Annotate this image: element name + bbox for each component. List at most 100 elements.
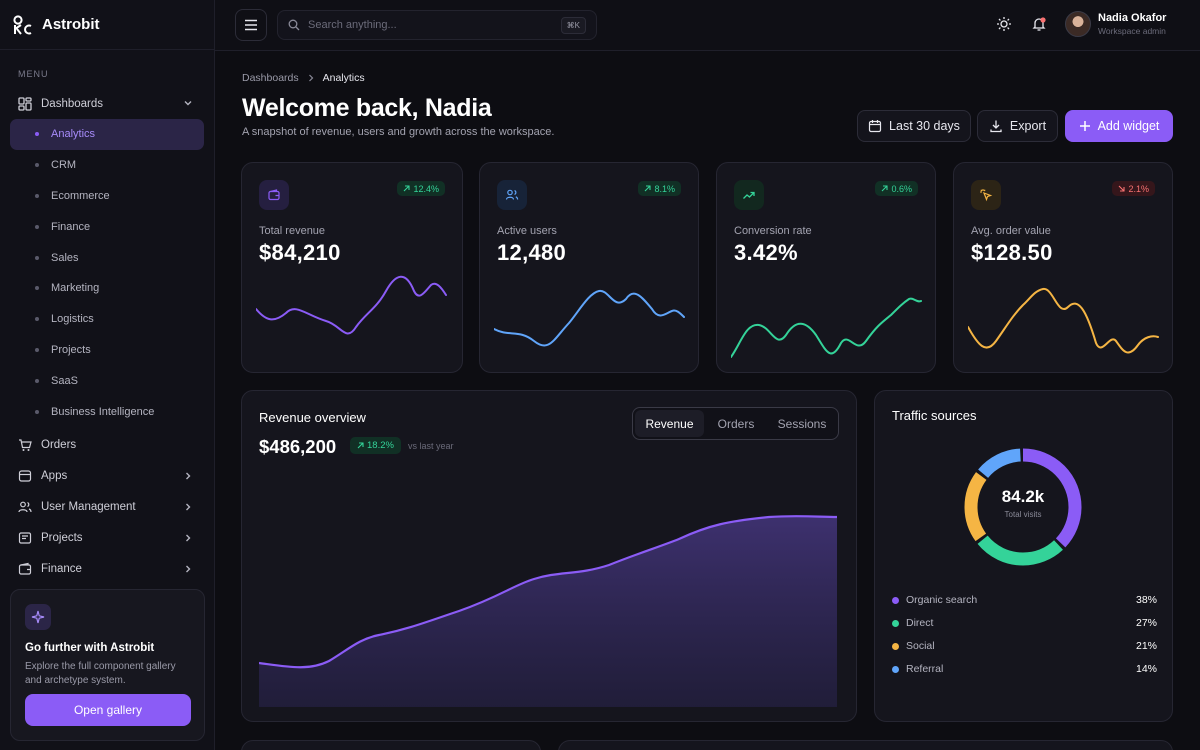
theme-toggle-sun-icon[interactable] — [995, 15, 1013, 33]
brand-name: Astrobit — [42, 16, 100, 33]
plus-icon — [1079, 121, 1090, 131]
kpi-change: 0.6% — [891, 183, 912, 194]
sidebar-subitem-sales[interactable]: Sales — [10, 242, 204, 273]
bullet-dot-icon — [35, 378, 39, 383]
sidebar-subitem-business-intelligence[interactable]: Business Intelligence — [10, 396, 204, 427]
bullet-dot-icon — [35, 317, 39, 322]
promo-title: Go further with Astrobit — [25, 642, 155, 654]
avatar — [1065, 11, 1091, 37]
kpi-change: 2.1% — [1128, 183, 1149, 194]
revenue-change: 18.2% — [367, 440, 394, 451]
kpi-value: $128.50 — [971, 240, 1053, 265]
topbar: ⌘K Nadia Okafor Workspace admin — [215, 0, 1200, 51]
sidebar-item-finance[interactable]: Finance — [0, 554, 214, 585]
bullet-dot-icon — [35, 163, 39, 168]
search-input[interactable] — [308, 19, 548, 31]
kpi-label: Conversion rate — [734, 225, 812, 237]
add-widget-label: Add widget — [1097, 119, 1160, 133]
sidebar-nav: Orders Apps User Management Projects Finance — [0, 430, 214, 585]
legend-dot-icon — [892, 642, 899, 650]
add-widget-button[interactable]: Add widget — [1065, 110, 1173, 142]
breadcrumb-analytics: Analytics — [322, 72, 365, 84]
legend-percent: 38% — [1135, 594, 1157, 606]
users-icon — [18, 500, 32, 514]
tab-orders[interactable]: Orders — [717, 416, 755, 431]
open-gallery-button[interactable]: Open gallery — [25, 694, 191, 726]
kpi-change-badge: 8.1% — [638, 181, 681, 196]
sidebar-item-projects[interactable]: Projects — [0, 523, 214, 554]
breadcrumb-dashboards[interactable]: Dashboards — [242, 72, 299, 84]
user-menu[interactable]: Nadia Okafor Workspace admin — [1065, 11, 1166, 37]
sparkle-icon — [25, 604, 51, 630]
tab-sessions[interactable]: Sessions — [777, 416, 827, 431]
legend-label: Organic search — [906, 594, 978, 606]
chevron-right-icon — [182, 563, 194, 575]
tab-revenue[interactable]: Revenue — [635, 410, 704, 437]
chevron-right-icon — [308, 74, 313, 82]
sidebar-subitem-crm[interactable]: CRM — [10, 150, 204, 181]
kpi-sparkline — [256, 275, 447, 335]
download-icon — [990, 120, 1002, 133]
sidebar-subitem-analytics[interactable]: Analytics — [10, 119, 204, 150]
legend-label: Referral — [906, 663, 944, 675]
brand[interactable]: Astrobit — [0, 0, 214, 50]
users-icon — [497, 180, 527, 210]
user-role: Workspace admin — [1098, 26, 1166, 36]
sidebar-item-orders[interactable]: Orders — [0, 430, 214, 461]
bullet-dot-icon — [35, 409, 39, 414]
legend-label: Direct — [906, 617, 934, 629]
sidebar-subitem-label: Sales — [51, 251, 79, 264]
date-range-button[interactable]: Last 30 days — [857, 110, 971, 142]
sidebar-subitem-marketing[interactable]: Marketing — [10, 273, 204, 304]
kpi-value: 3.42% — [734, 240, 798, 265]
user-name: Nadia Okafor — [1098, 12, 1167, 24]
chevron-right-icon — [182, 470, 194, 482]
sidebar-subitem-logistics[interactable]: Logistics — [10, 304, 204, 335]
revenue-vs-label: vs last year — [408, 441, 454, 451]
kpi-change: 12.4% — [413, 183, 439, 194]
menu-toggle-button[interactable] — [235, 9, 267, 41]
legend-dot-icon — [892, 665, 899, 673]
sidebar-subitem-ecommerce[interactable]: Ecommerce — [10, 181, 204, 212]
bullet-dot-icon — [35, 255, 39, 260]
kpi-change: 8.1% — [654, 183, 675, 194]
kpi-change-badge: 0.6% — [875, 181, 918, 196]
chevron-right-icon — [182, 501, 194, 513]
traffic-donut-chart — [964, 448, 1082, 566]
menu-label: MENU — [18, 69, 49, 79]
promo-card: Go further with Astrobit Explore the ful… — [10, 589, 205, 741]
export-label: Export — [1009, 119, 1047, 133]
arrow-up-right-icon — [404, 185, 411, 192]
sidebar-subitem-saas[interactable]: SaaS — [10, 365, 204, 396]
sidebar: Astrobit MENU Dashboards Analytics CRM Eco… — [0, 0, 215, 750]
cursor-click-icon — [971, 180, 1001, 210]
bullet-dot-icon — [35, 347, 39, 352]
bullet-dot-icon — [35, 286, 39, 291]
sidebar-item-label: Finance — [41, 563, 82, 576]
sidebar-subitem-label: Projects — [51, 343, 91, 356]
astrobit-logo-icon — [12, 14, 34, 36]
sidebar-item-label: Dashboards — [41, 97, 104, 110]
legend-percent: 14% — [1135, 663, 1157, 675]
sidebar-subitem-finance[interactable]: Finance — [10, 211, 204, 242]
search-box[interactable]: ⌘K — [277, 10, 597, 40]
kpi-change-badge: 12.4% — [397, 181, 445, 196]
revenue-title: Revenue overview — [259, 410, 366, 425]
sidebar-subitem-projects[interactable]: Projects — [10, 335, 204, 366]
sidebar-item-dashboards[interactable]: Dashboards — [0, 88, 214, 119]
page-subtitle: A snapshot of revenue, users and growth … — [242, 126, 555, 138]
export-button[interactable]: Export — [977, 110, 1058, 142]
sidebar-item-user-management[interactable]: User Management — [0, 492, 214, 523]
kpi-sparkline — [968, 288, 1159, 354]
legend-dot-icon — [892, 619, 899, 627]
sidebar-item-apps[interactable]: Apps — [0, 461, 214, 492]
notification-bell-icon[interactable] — [1030, 15, 1048, 33]
arrow-up-right-icon — [882, 185, 889, 192]
legend-percent: 21% — [1135, 640, 1157, 652]
trend-up-icon — [734, 180, 764, 210]
bullet-dot-icon — [35, 193, 39, 198]
total-visits-value: 84.2k — [1001, 487, 1045, 506]
kpi-value: $84,210 — [259, 240, 341, 265]
arrow-up-right-icon — [357, 442, 364, 449]
revenue-overview-card: Revenue overview $486,200 18.2% vs last … — [241, 390, 857, 722]
